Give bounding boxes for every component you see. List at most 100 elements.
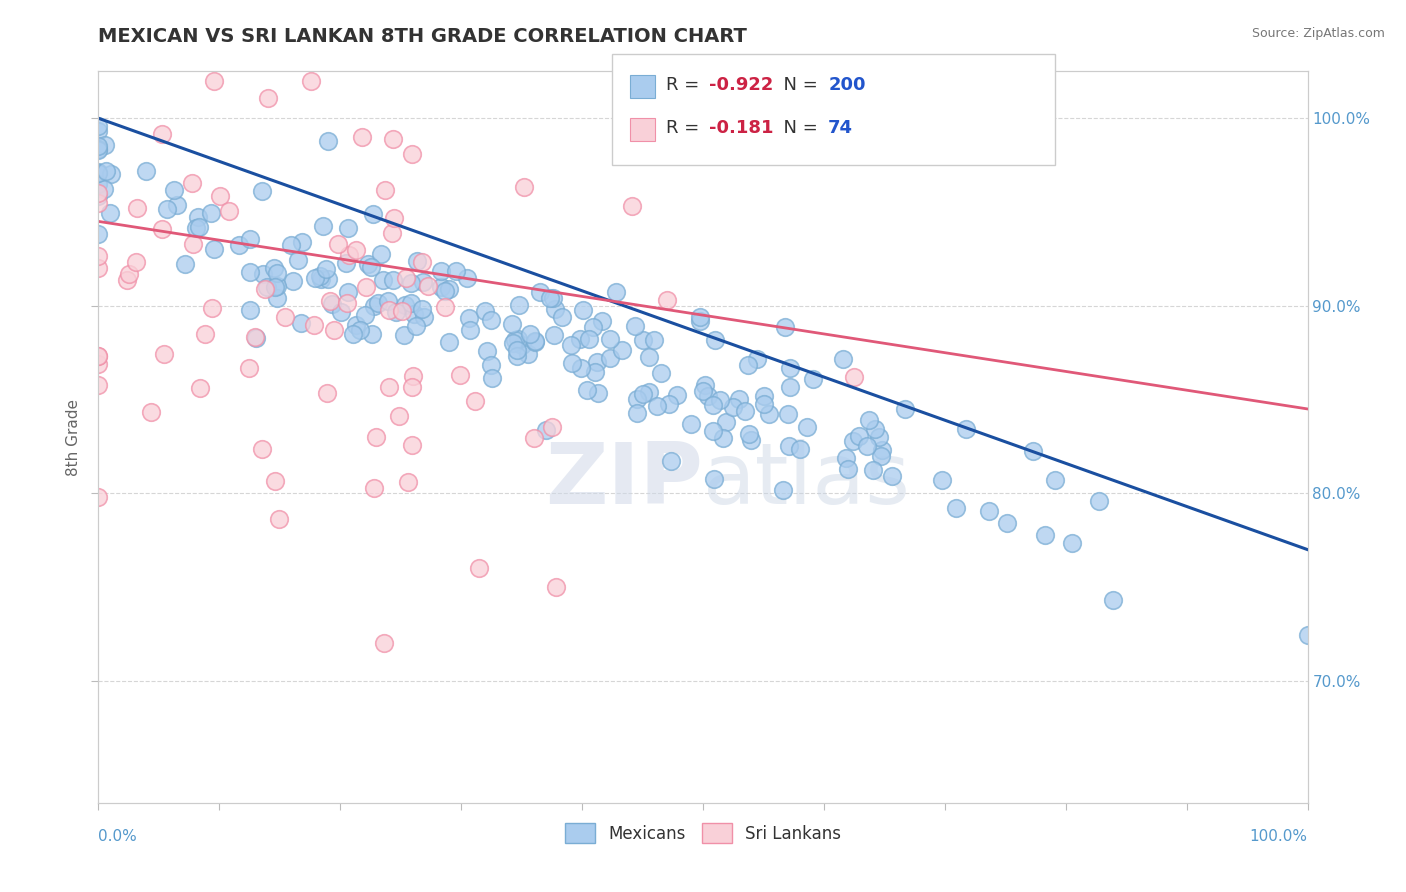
Text: R =: R =	[666, 119, 706, 136]
Point	[363, 300, 385, 314]
Point	[93, 182, 115, 196]
Point	[274, 310, 297, 325]
Point	[411, 255, 433, 269]
Point	[576, 383, 599, 397]
Point	[87, 139, 110, 153]
Point	[1060, 535, 1083, 549]
Point	[501, 317, 523, 331]
Point	[256, 91, 278, 105]
Point	[401, 379, 423, 393]
Point	[412, 310, 434, 325]
Point	[344, 243, 367, 257]
Point	[360, 260, 382, 274]
Point	[457, 310, 479, 325]
Point	[835, 450, 858, 465]
Point	[245, 331, 267, 345]
Point	[349, 323, 371, 337]
Point	[311, 219, 333, 233]
Point	[479, 312, 502, 326]
Point	[776, 407, 799, 421]
Point	[382, 273, 405, 287]
Point	[626, 406, 648, 420]
Point	[382, 131, 405, 145]
Text: MEXICAN VS SRI LANKAN 8TH GRADE CORRELATION CHART: MEXICAN VS SRI LANKAN 8TH GRADE CORRELAT…	[98, 27, 748, 45]
Point	[406, 253, 429, 268]
Point	[801, 372, 824, 386]
Point	[502, 336, 524, 351]
Point	[714, 415, 737, 429]
Point	[239, 302, 262, 317]
Text: -0.922: -0.922	[709, 76, 773, 94]
Point	[995, 516, 1018, 530]
Point	[561, 356, 583, 370]
Point	[315, 261, 337, 276]
Point	[779, 380, 801, 394]
Point	[1087, 494, 1109, 508]
Point	[728, 392, 751, 407]
Point	[536, 423, 558, 437]
Point	[378, 302, 401, 317]
Point	[156, 202, 179, 217]
Point	[253, 283, 276, 297]
Point	[373, 273, 395, 287]
Point	[516, 347, 538, 361]
Point	[832, 352, 855, 367]
Point	[474, 303, 496, 318]
Point	[658, 397, 681, 411]
Point	[87, 142, 110, 156]
Point	[704, 333, 727, 347]
Point	[560, 338, 582, 352]
Point	[344, 318, 367, 332]
Point	[508, 298, 530, 312]
Point	[98, 206, 121, 220]
Point	[395, 271, 418, 285]
Point	[316, 386, 339, 401]
Point	[87, 119, 110, 133]
Point	[638, 384, 661, 399]
Point	[402, 369, 425, 384]
Point	[621, 199, 644, 213]
Point	[475, 344, 498, 359]
Point	[513, 179, 536, 194]
Text: 100.0%: 100.0%	[1250, 829, 1308, 844]
Point	[239, 232, 262, 246]
Point	[692, 384, 714, 399]
Point	[374, 183, 396, 197]
Point	[411, 301, 433, 316]
Point	[405, 319, 427, 334]
Point	[202, 242, 225, 256]
Text: ZIP: ZIP	[546, 440, 703, 523]
Point	[655, 293, 678, 307]
Point	[721, 400, 744, 414]
Point	[519, 326, 541, 341]
Point	[342, 326, 364, 341]
Point	[399, 277, 422, 291]
Point	[87, 349, 110, 363]
Point	[637, 350, 659, 364]
Point	[737, 358, 759, 372]
Point	[645, 399, 668, 413]
Point	[779, 360, 801, 375]
Point	[394, 298, 416, 312]
Point	[467, 561, 489, 575]
Point	[100, 167, 122, 181]
Point	[703, 472, 725, 486]
Point	[1296, 627, 1319, 641]
Point	[173, 257, 195, 271]
Point	[263, 260, 285, 275]
Point	[543, 328, 565, 343]
Point	[388, 409, 411, 424]
Point	[523, 432, 546, 446]
Point	[266, 266, 288, 280]
Point	[508, 332, 530, 346]
Point	[1043, 473, 1066, 487]
Point	[228, 238, 250, 252]
Point	[280, 238, 302, 252]
Point	[711, 431, 734, 445]
Point	[135, 164, 157, 178]
Point	[679, 417, 702, 431]
Point	[479, 358, 502, 372]
Point	[264, 280, 287, 294]
Point	[166, 198, 188, 212]
Point	[1021, 443, 1043, 458]
